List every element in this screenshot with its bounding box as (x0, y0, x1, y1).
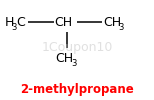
Text: 2-methylpropane: 2-methylpropane (20, 84, 134, 96)
Text: CH: CH (55, 52, 74, 64)
Text: C: C (16, 16, 25, 28)
Text: 1Coupon10: 1Coupon10 (41, 42, 113, 55)
Text: 3: 3 (12, 23, 17, 32)
Text: H: H (5, 16, 14, 28)
Text: 3: 3 (71, 59, 76, 68)
Text: 3: 3 (118, 23, 123, 32)
Text: CH: CH (103, 16, 121, 28)
Text: CH: CH (55, 16, 73, 28)
